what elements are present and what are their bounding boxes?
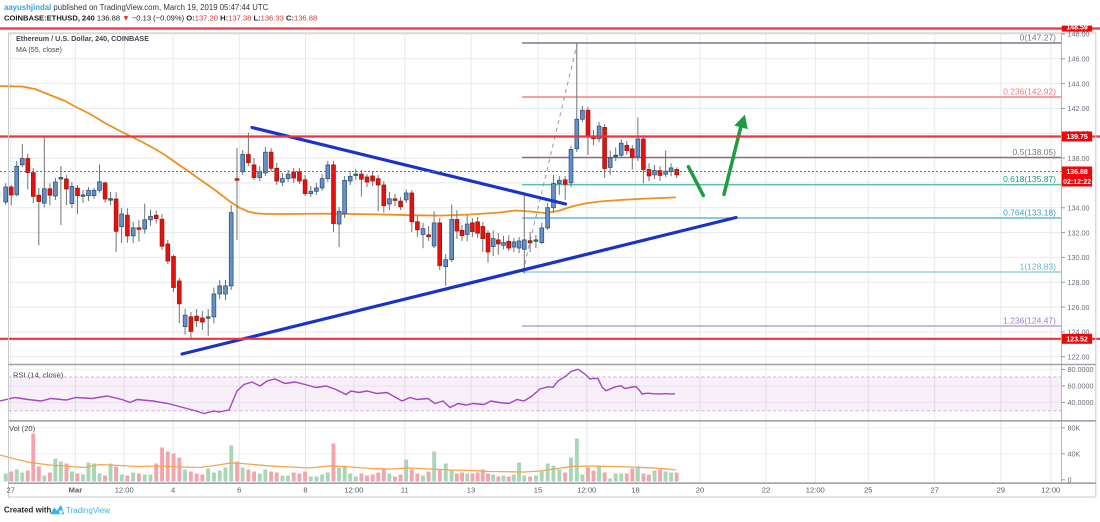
svg-text:138.00: 138.00 (1068, 154, 1090, 163)
svg-text:15: 15 (534, 486, 542, 495)
svg-text:12:00: 12:00 (577, 486, 596, 495)
svg-text:124.00: 124.00 (1068, 328, 1090, 337)
svg-text:0: 0 (1068, 476, 1072, 485)
svg-text:144.00: 144.00 (1068, 79, 1090, 88)
svg-text:Ethereum / U.S. Dollar, 240, C: Ethereum / U.S. Dollar, 240, COINBASE (16, 34, 149, 43)
svg-text:0(147.27): 0(147.27) (1020, 33, 1057, 43)
svg-text:136.88: 136.88 (1066, 169, 1088, 176)
svg-text:1.236(124.47): 1.236(124.47) (1003, 316, 1056, 326)
svg-text:126.00: 126.00 (1068, 303, 1090, 312)
svg-text:146.00: 146.00 (1068, 55, 1090, 64)
svg-text:12:00: 12:00 (1041, 486, 1060, 495)
svg-text:4: 4 (171, 486, 175, 495)
svg-text:1(128.83): 1(128.83) (1020, 262, 1057, 272)
svg-text:130.00: 130.00 (1068, 253, 1090, 262)
svg-text:22: 22 (762, 486, 770, 495)
svg-text:6: 6 (237, 486, 241, 495)
svg-text:Mar: Mar (69, 486, 83, 495)
svg-text:132.00: 132.00 (1068, 228, 1090, 237)
svg-text:128.00: 128.00 (1068, 278, 1090, 287)
svg-text:60.0000: 60.0000 (1068, 382, 1094, 391)
svg-text:80.0000: 80.0000 (1068, 365, 1094, 374)
svg-text:139.75: 139.75 (1066, 134, 1088, 141)
svg-text:0.764(133.18): 0.764(133.18) (1003, 208, 1056, 218)
svg-text:13: 13 (467, 486, 475, 495)
svg-text:12:00: 12:00 (115, 486, 134, 495)
svg-text:25: 25 (864, 486, 872, 495)
svg-text:134.00: 134.00 (1068, 203, 1090, 212)
svg-text:40.0000: 40.0000 (1068, 398, 1094, 407)
svg-text:0.236(142.92): 0.236(142.92) (1003, 87, 1056, 97)
svg-text:148.00: 148.00 (1068, 30, 1090, 39)
svg-text:12:00: 12:00 (344, 486, 363, 495)
svg-text:40K: 40K (1068, 450, 1081, 459)
svg-text:148.59: 148.59 (1066, 25, 1088, 32)
svg-text:RSI (14, close): RSI (14, close) (13, 371, 64, 380)
svg-text:aayushjindal published on Trad: aayushjindal published on TradingView.co… (4, 3, 269, 12)
svg-text:27: 27 (930, 486, 938, 495)
svg-text:122.00: 122.00 (1068, 352, 1090, 361)
svg-text:12:00: 12:00 (806, 486, 825, 495)
svg-text:142.00: 142.00 (1068, 104, 1090, 113)
svg-text:29: 29 (997, 486, 1005, 495)
svg-text:8: 8 (303, 486, 307, 495)
svg-text:Created with: Created with (4, 506, 52, 515)
svg-text:COINBASE:ETHUSD, 240 136.88 ▼: COINBASE:ETHUSD, 240 136.88 ▼ −0.13 (−0.… (4, 14, 317, 23)
svg-text:123.52: 123.52 (1066, 337, 1088, 344)
svg-text:0.618(135.87): 0.618(135.87) (1003, 174, 1056, 184)
svg-text:27: 27 (6, 486, 14, 495)
svg-text:11: 11 (401, 486, 409, 495)
svg-text:02:12:22: 02:12:22 (1063, 179, 1091, 186)
svg-text:MA (55, close): MA (55, close) (16, 45, 62, 54)
svg-text:18: 18 (631, 486, 639, 495)
svg-text:TradingView: TradingView (66, 506, 110, 515)
svg-text:20: 20 (696, 486, 704, 495)
svg-text:80K: 80K (1068, 424, 1081, 433)
svg-text:Vol (20): Vol (20) (9, 424, 36, 433)
svg-text:0.5(138.05): 0.5(138.05) (1013, 147, 1057, 157)
